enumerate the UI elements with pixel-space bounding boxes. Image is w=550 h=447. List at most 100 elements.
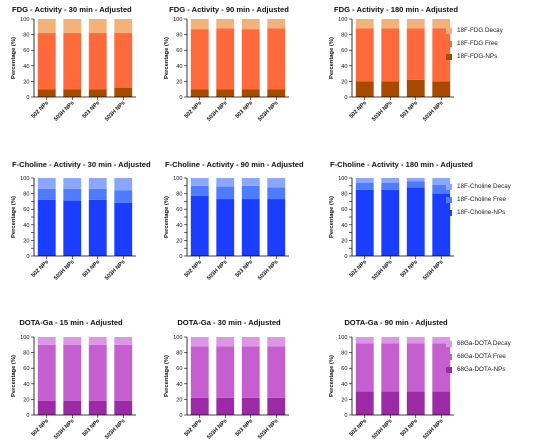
- x-tick-label: 502 NPs: [31, 259, 51, 279]
- bar-segment: [267, 199, 286, 256]
- legend-swatch: [446, 196, 452, 203]
- legend-item: 68Ga-DOTA Free: [446, 350, 546, 363]
- y-tick-label: 0: [26, 95, 29, 101]
- x-tick-label: 502 NPs: [184, 418, 204, 438]
- y-axis-label: Percentage (%): [164, 196, 170, 238]
- legend-item: 68Ga-DOTA Decay: [446, 337, 546, 350]
- bar-segment: [37, 337, 56, 345]
- bar-segment: [432, 337, 451, 344]
- x-tick-label: 503H NPs: [257, 100, 279, 122]
- bar-segment: [267, 397, 286, 415]
- bar-segment: [381, 337, 400, 344]
- bar-segment: [190, 29, 209, 90]
- bar-segment: [216, 28, 235, 90]
- legend-item: 18F-FDG Decay: [446, 24, 546, 37]
- bar-segment: [190, 19, 209, 30]
- bar-segment: [381, 343, 400, 392]
- bar-segment: [37, 344, 56, 401]
- x-tick-label: 502 NPs: [349, 418, 369, 438]
- x-tick-label: 503H NPs: [104, 100, 126, 122]
- bar-segment: [406, 79, 425, 97]
- y-tick-label: 100: [338, 17, 347, 23]
- bar-segment: [381, 391, 400, 415]
- bar-segment: [355, 189, 374, 256]
- bar-segment: [406, 187, 425, 256]
- bar-segment: [216, 346, 235, 398]
- x-tick-label: 503H NPs: [104, 418, 126, 440]
- y-tick-label: 80: [341, 33, 347, 39]
- legend-label: 68Ga-DOTA Free: [457, 353, 506, 360]
- chart-title: F-Choline - Activity - 30 min - Adjusted: [12, 160, 151, 169]
- bar-segment: [37, 188, 56, 200]
- legend-label: 18F-FDG-NPs: [457, 53, 498, 60]
- legend-swatch: [446, 53, 452, 60]
- x-tick-label: 502 NPs: [31, 100, 51, 120]
- bar-segment: [216, 199, 235, 256]
- y-tick-label: 40: [23, 382, 29, 388]
- bar-segment: [63, 337, 82, 345]
- y-tick-label: 60: [23, 207, 29, 213]
- bar-segment: [267, 346, 286, 398]
- legend-swatch: [446, 353, 452, 360]
- bar-segment: [190, 195, 209, 256]
- bar-segment: [241, 89, 260, 97]
- bar-segment: [114, 337, 133, 345]
- bar-segment: [216, 89, 235, 97]
- bar-segment: [241, 185, 260, 200]
- bar-segment: [37, 89, 56, 97]
- x-tick-label: 503H NPs: [371, 259, 393, 281]
- y-tick-label: 100: [173, 176, 182, 182]
- bar-segment: [241, 19, 260, 30]
- x-tick-label: 503 NPs: [82, 100, 102, 120]
- bar-segment: [406, 181, 425, 188]
- bar-segment: [381, 189, 400, 256]
- y-tick-label: 40: [23, 223, 29, 229]
- chart-title: DOTA-Ga - 30 min - Adjusted: [177, 318, 281, 327]
- legend-label: 68Ga-DOTA Decay: [457, 340, 511, 347]
- bar-segment: [406, 28, 425, 80]
- y-tick-label: 0: [344, 254, 347, 260]
- legend-item: 18F-Choline-NPs: [446, 206, 546, 219]
- y-tick-label: 20: [23, 397, 29, 403]
- bar-segment: [406, 391, 425, 415]
- bar-segment: [241, 346, 260, 398]
- y-axis-label: Percentage (%): [11, 37, 17, 79]
- legend-item: 18F-Choline Free: [446, 193, 546, 206]
- y-axis-label: Percentage (%): [329, 37, 335, 79]
- legend-label: 18F-FDG Free: [457, 40, 498, 47]
- bar-segment: [114, 87, 133, 97]
- bar-segment: [88, 188, 107, 200]
- bar-segment: [355, 178, 374, 183]
- y-tick-label: 100: [20, 335, 29, 341]
- bar-segment: [432, 343, 451, 392]
- bar-segment: [267, 337, 286, 347]
- bar-segment: [432, 391, 451, 415]
- legend-swatch: [446, 40, 452, 47]
- legend-swatch: [446, 340, 452, 347]
- bar-segment: [355, 182, 374, 190]
- y-tick-label: 20: [341, 79, 347, 85]
- legend-swatch: [446, 209, 452, 216]
- chart-title: F-Choline - Activity - 90 min - Adjusted: [165, 160, 304, 169]
- legend-label: 18F-Choline Decay: [457, 183, 511, 190]
- legend-swatch: [446, 27, 452, 34]
- y-tick-label: 0: [179, 254, 182, 260]
- y-tick-label: 80: [176, 33, 182, 39]
- bar-segment: [241, 337, 260, 347]
- y-axis-label: Percentage (%): [11, 196, 17, 238]
- x-tick-label: 503H NPs: [53, 418, 75, 440]
- y-tick-label: 20: [341, 238, 347, 244]
- x-tick-label: 503H NPs: [53, 100, 75, 122]
- legend-item: 18F-Choline Decay: [446, 180, 546, 193]
- bar-segment: [381, 28, 400, 82]
- bar-segment: [63, 200, 82, 256]
- bar-segment: [267, 187, 286, 200]
- y-tick-label: 80: [176, 351, 182, 357]
- bar-segment: [88, 400, 107, 415]
- legend-item: 18F-FDG Free: [446, 37, 546, 50]
